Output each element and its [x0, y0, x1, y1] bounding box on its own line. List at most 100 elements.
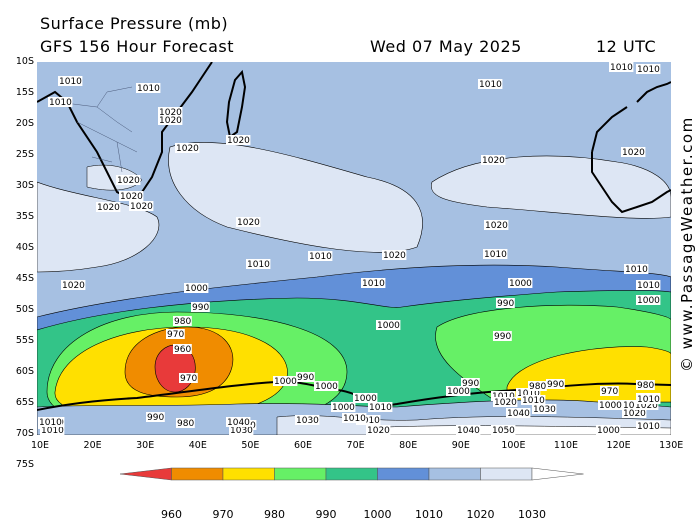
isobar-label: 1010 [637, 65, 660, 75]
isobar-label: 1000 [597, 426, 620, 435]
lat-label: 15S [15, 87, 34, 98]
isobar-label: 1000 [509, 279, 532, 289]
lat-label: 55S [15, 335, 34, 346]
isobar-label: 990 [297, 373, 314, 383]
isobar-label-bg [184, 283, 209, 293]
lat-label: 60S [15, 366, 34, 377]
isobar-label: 1010 [369, 403, 392, 413]
legend-label: 1000 [363, 508, 392, 521]
isobar-label-bg [314, 381, 339, 391]
isobar-label-bg [58, 76, 83, 86]
isobar-label: 1050 [492, 426, 515, 435]
isobar-label: 960 [174, 345, 191, 355]
legend-swatch [325, 467, 378, 481]
isobar-label: 1000 [599, 401, 622, 411]
isobar-label-bg [622, 408, 647, 418]
legend-label: 970 [212, 508, 234, 521]
isobar-label: 1010 [59, 77, 82, 87]
isobar-label: 1010 [610, 63, 633, 73]
isobar-label-bg [229, 425, 254, 435]
isobar-label-bg [246, 259, 271, 269]
isobar-label-bg [61, 280, 86, 290]
isobar-label-bg [600, 386, 619, 396]
isobar-label: 1010 [49, 98, 72, 108]
isobar-label: 980 [529, 382, 546, 392]
lon-label: 80E [399, 440, 418, 451]
isobar-label-bg [296, 372, 315, 382]
isobar-label: 1010 [637, 395, 660, 405]
isobar-label-bg [634, 400, 659, 410]
isobar-label-bg [236, 217, 261, 227]
isobar-label-bg [508, 278, 533, 288]
isobar-label-bg [38, 417, 63, 427]
isobar-label: 1020 [635, 401, 658, 411]
isobar-label-bg [40, 425, 65, 435]
lon-label: 30E [136, 440, 155, 451]
isobar-label: 980 [177, 419, 194, 429]
isobar-label-bg [295, 415, 320, 425]
isobar-label-bg [636, 380, 655, 390]
isobar-label-bg [636, 394, 661, 404]
isobar-label-bg [96, 202, 121, 212]
isobar-label: 1000 [332, 403, 355, 413]
isobar-label-bg [478, 79, 503, 89]
isobar-label: 980 [174, 317, 191, 327]
isobar-label: 1040 [457, 426, 480, 435]
isobar-label-bg [116, 175, 141, 185]
isobar-label: 1010 [522, 396, 545, 406]
isobar-label: 1010 [637, 422, 660, 432]
lon-label: 40E [188, 440, 207, 451]
isobar-label-bg [528, 381, 547, 391]
isobar-label: 1020 [485, 221, 508, 231]
isobar-label: 1020 [176, 144, 199, 154]
isobar-label: 1000 [185, 284, 208, 294]
isobar-label-bg [456, 425, 481, 435]
isobar-label-bg [481, 155, 506, 165]
isobar-label: 1020 [623, 409, 646, 419]
isobar-label: 1020 [494, 398, 517, 408]
isobar-label: 970 [180, 374, 197, 384]
legend-swatch [274, 467, 327, 481]
isobar-label: 1020 [130, 202, 153, 212]
isobar-label: 1010 [343, 414, 366, 424]
isobar-label-bg [146, 412, 165, 422]
isobar-label: 980 [637, 381, 654, 391]
isobar-label-bg [376, 320, 401, 330]
legend-swatch [428, 467, 481, 481]
isobar-label: 1020 [367, 426, 390, 435]
isobar-label-bg [48, 97, 73, 107]
isobar-label-bg [596, 425, 621, 435]
lon-label: 90E [451, 440, 470, 451]
isobar-label: 1010 [362, 279, 385, 289]
isobar-label-bg [382, 250, 407, 260]
isobar-label: 1020 [482, 156, 505, 166]
lat-label: 30S [15, 180, 34, 191]
isobar-label-bg [621, 147, 646, 157]
isobar-label-bg [521, 395, 546, 405]
isobar-label-bg [119, 191, 144, 201]
isobar-label-bg [129, 201, 154, 211]
isobar-label-bg [356, 415, 381, 425]
isobar-label-bg [368, 402, 393, 412]
isobar-label: 1030 [230, 426, 253, 435]
isobar-label-bg [493, 397, 518, 407]
legend-label: 980 [264, 508, 285, 521]
lat-label: 65S [15, 397, 34, 408]
isobar-label: 1000 [637, 296, 660, 306]
isobar-label: 1010 [637, 281, 660, 291]
isobar-label-bg [361, 278, 386, 288]
isobar-label-bg [308, 251, 333, 261]
isobar-label: 1020 [120, 192, 143, 202]
isobar-label-bg [342, 413, 367, 423]
legend-bar [119, 467, 584, 481]
lon-label: 50E [241, 440, 260, 451]
isobar-label: 1020 [237, 218, 260, 228]
isobar-label-bg [461, 378, 480, 388]
isobar-label: 1010 [137, 84, 160, 94]
forecast-time: 12 UTC [596, 37, 657, 56]
isobar-label: 1010 [625, 265, 648, 275]
isobar-label: 990 [547, 380, 564, 390]
isobar-label-bg [273, 376, 298, 386]
isobar-label-bg [331, 402, 356, 412]
